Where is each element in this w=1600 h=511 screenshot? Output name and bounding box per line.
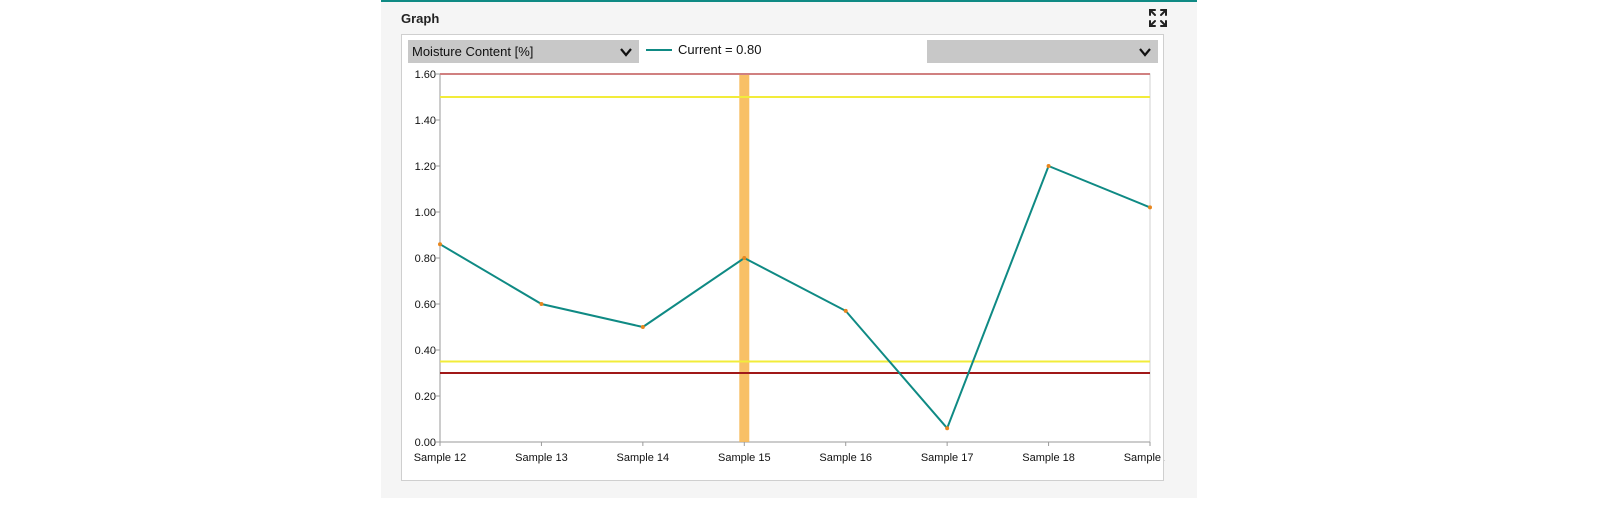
data-point bbox=[438, 242, 442, 247]
x-tick-label: Sample 19 bbox=[1124, 452, 1165, 464]
x-tick-label: Sample 18 bbox=[1022, 452, 1075, 464]
x-tick-label: Sample 17 bbox=[921, 452, 974, 464]
line-chart: 0.00 0.20 0.40 0.60 0.80 1.00 1.20 1.40 1.60 Samp… bbox=[414, 69, 1165, 464]
x-tick-label: Sample 12 bbox=[414, 452, 467, 464]
y-tick-label: 0.00 bbox=[415, 437, 436, 449]
x-tick-label: Sample 15 bbox=[718, 452, 771, 464]
plot-area bbox=[439, 73, 1151, 443]
measure-select-value: Moisture Content [%] bbox=[412, 44, 534, 59]
y-tick-label: 0.20 bbox=[415, 391, 436, 403]
y-tick-label: 1.40 bbox=[415, 115, 436, 127]
panel-title: Graph bbox=[401, 11, 440, 26]
y-tick-label: 0.60 bbox=[415, 299, 436, 311]
x-tick-label: Sample 13 bbox=[515, 452, 568, 464]
y-tick-label: 0.80 bbox=[415, 253, 436, 265]
graph-panel: Graph 0.00 0.20 0.40 0.60 0.80 1.00 1.20 1.40 1.… bbox=[381, 0, 1197, 498]
legend-label: Current = 0.80 bbox=[678, 42, 762, 57]
data-point bbox=[1148, 205, 1152, 210]
measure-select[interactable]: Moisture Content [%] bbox=[408, 40, 639, 63]
expand-icon bbox=[1149, 9, 1167, 27]
data-point bbox=[1046, 164, 1051, 168]
series-line bbox=[439, 164, 1151, 431]
chevron-down-icon bbox=[620, 48, 632, 57]
expand-button[interactable] bbox=[1148, 8, 1168, 28]
data-point bbox=[945, 426, 950, 431]
secondary-select[interactable] bbox=[927, 40, 1158, 63]
y-tick-label: 1.60 bbox=[415, 69, 436, 81]
y-tick-label: 1.20 bbox=[415, 161, 436, 173]
x-tick-label: Sample 16 bbox=[819, 452, 872, 464]
y-tick-label: 0.40 bbox=[415, 345, 436, 357]
data-point bbox=[742, 256, 747, 260]
data-point bbox=[640, 325, 645, 329]
x-tick-label: Sample 14 bbox=[617, 452, 670, 464]
chart-frame: 0.00 0.20 0.40 0.60 0.80 1.00 1.20 1.40 1.60 Samp… bbox=[401, 34, 1165, 481]
data-point bbox=[539, 302, 544, 306]
legend-swatch bbox=[646, 49, 672, 51]
chevron-down-icon bbox=[1139, 48, 1151, 57]
data-point bbox=[843, 308, 848, 313]
y-tick-label: 1.00 bbox=[415, 207, 436, 219]
